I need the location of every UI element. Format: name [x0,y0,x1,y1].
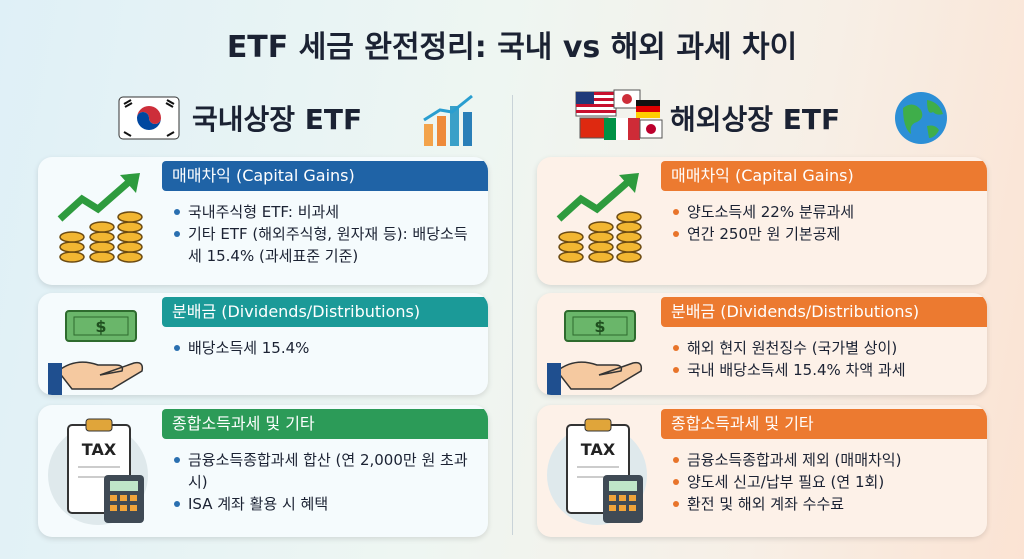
section-heading: 분배금 (Dividends/Distributions) [661,297,987,327]
bullet-list: 금융소득종합과세 합산 (연 2,000만 원 초과 시) ISA 계좌 활용 시… [172,449,476,515]
bullet-list: 금융소득종합과세 제외 (매매차익) 양도세 신고/납부 필요 (연 1회) 환전 … [671,449,975,515]
bullet-list: 해외 현지 원천징수 (국가별 상이) 국내 배당소득세 15.4% 차액 과세 [671,337,975,381]
section-heading: 분배금 (Dividends/Distributions) [162,297,488,327]
section-icon: $ [547,310,643,395]
bullet-item: 국내 배당소득세 15.4% 차액 과세 [671,359,975,381]
icon-text: $ [95,317,106,336]
section-heading: 매매차익 (Capital Gains) [162,161,488,191]
icon-text: $ [594,317,605,336]
bar-chart-deco [423,94,473,146]
bullet-item: 국내주식형 ETF: 비과세 [172,201,476,223]
section-card: $ 분배금 (Dividends/Distributions) 배당소득세 15.4… [38,293,488,395]
section-card: $ 분배금 (Dividends/Distributions) 해외 현지 원천징수… [537,293,987,395]
section-icon [57,173,143,263]
icon-text: TAX [581,440,616,459]
bullet-item: ISA 계좌 활용 시 혜택 [172,493,476,515]
bullet-item: 양도소득세 22% 분류과세 [671,201,975,223]
bullet-item: 배당소득세 15.4% [172,337,476,359]
bullet-item: 기타 ETF (해외주식형, 원자재 등): 배당소득세 15.4% (과세표준… [172,223,476,267]
section-icon [556,173,642,263]
section-icon: TAX [48,418,148,525]
flags [575,89,663,140]
section-icon: $ [48,310,144,395]
bullet-item: 연간 250만 원 기본공제 [671,223,975,245]
bullet-list: 배당소득세 15.4% [172,337,476,359]
icon-text: TAX [82,440,117,459]
section-heading: 매매차익 (Capital Gains) [661,161,987,191]
bullet-item: 해외 현지 원천징수 (국가별 상이) [671,337,975,359]
column-title: 국내상장 ETF [192,103,363,136]
divider [512,95,513,535]
bullet-item: 금융소득종합과세 합산 (연 2,000만 원 초과 시) [172,449,476,493]
column-title: 해외상장 ETF [670,103,841,136]
bullet-list: 양도소득세 22% 분류과세 연간 250만 원 기본공제 [671,201,975,245]
section-icon: TAX [547,418,647,525]
globe [895,92,947,144]
bullet-item: 환전 및 해외 계좌 수수료 [671,493,975,515]
bullet-item: 양도세 신고/납부 필요 (연 1회) [671,471,975,493]
section-card: 매매차익 (Capital Gains) 국내주식형 ETF: 비과세 기타 ETF… [38,157,488,285]
title: ETF 세금 완전정리: 국내 vs 해외 과세 차이 [226,30,798,65]
korea-flag [118,96,180,140]
bullet-list: 국내주식형 ETF: 비과세 기타 ETF (해외주식형, 원자재 등): 배당소… [172,201,476,267]
section-card: 매매차익 (Capital Gains) 양도소득세 22% 분류과세 연간 250… [537,157,987,285]
bullet-item: 금융소득종합과세 제외 (매매차익) [671,449,975,471]
section-heading: 종합소득과세 및 기타 [661,409,987,439]
section-heading: 종합소득과세 및 기타 [162,409,488,439]
